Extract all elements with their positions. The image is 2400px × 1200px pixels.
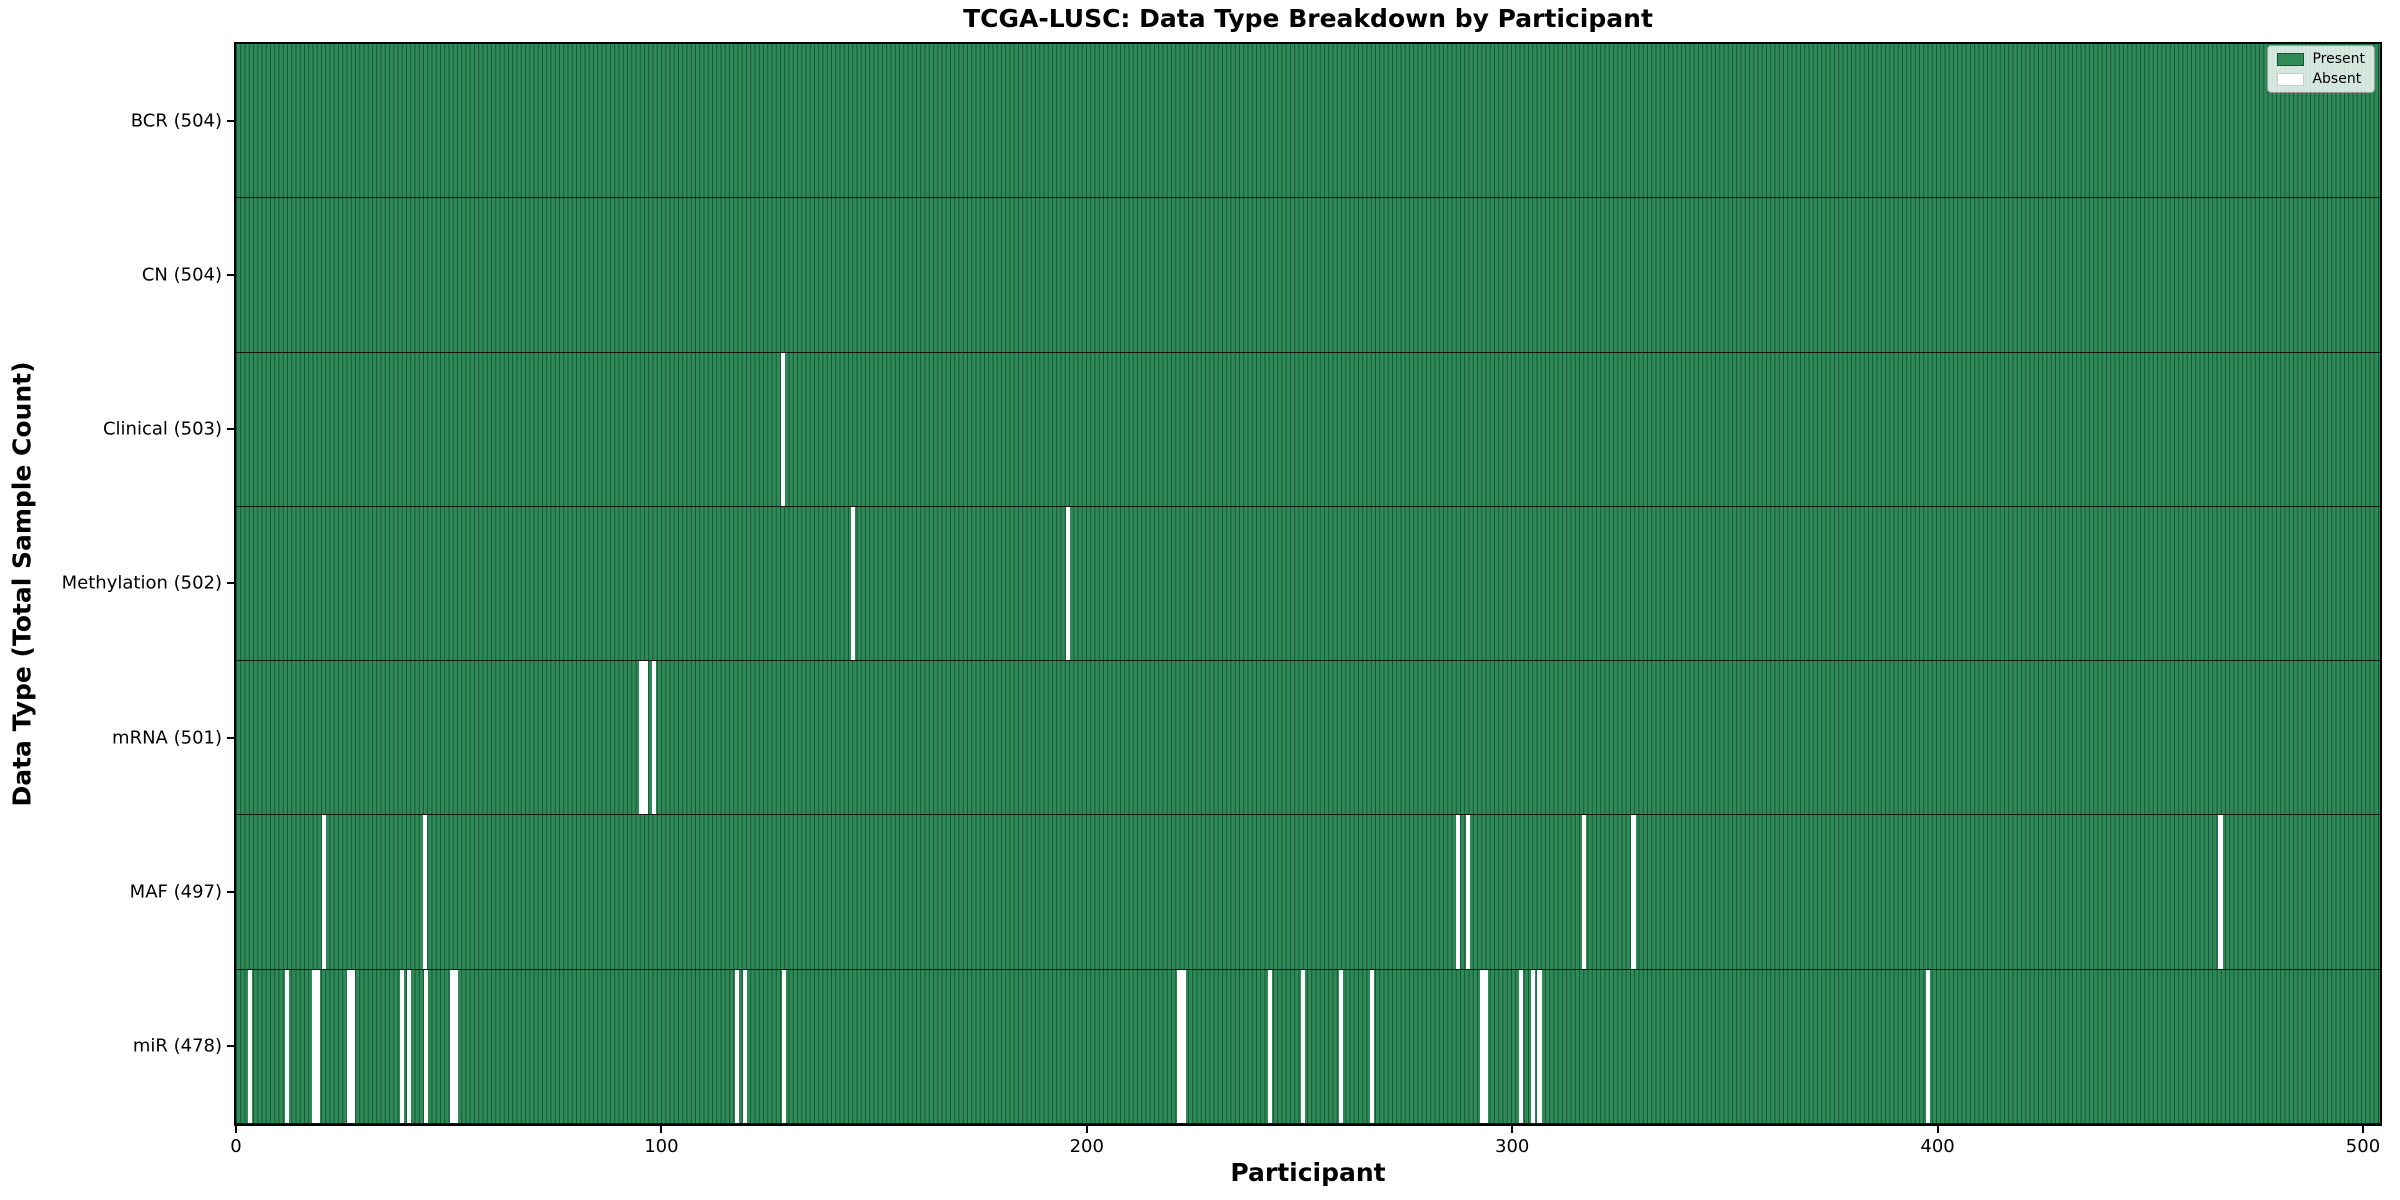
absent-gap	[284, 969, 290, 1123]
y-tick-label: Methylation (502)	[61, 572, 222, 594]
absent-gap	[422, 815, 427, 969]
x-tick-mark	[235, 1126, 237, 1133]
absent-gap	[399, 969, 405, 1123]
absent-gap	[311, 969, 321, 1123]
x-axis-title: Participant	[1230, 1158, 1386, 1187]
absent-gap	[1479, 969, 1489, 1123]
absent-gap	[652, 661, 657, 815]
absent-gap	[406, 969, 411, 1123]
x-tick-label: 200	[1069, 1136, 1104, 1157]
absent-gap	[780, 352, 785, 506]
absent-gap	[1465, 815, 1471, 969]
absent-gap	[1530, 969, 1536, 1123]
x-tick-label: 300	[1495, 1136, 1530, 1157]
y-tick-mark	[227, 736, 234, 739]
y-tick-label: MAF (497)	[129, 881, 222, 903]
y-tick-mark	[227, 273, 234, 276]
absent-gap	[1926, 969, 1931, 1123]
row-bcr: BCR (504)	[131, 44, 2380, 199]
row-mrna: mRNA (501)	[112, 661, 2380, 816]
absent-gap	[1455, 815, 1460, 969]
x-tick-mark	[1511, 1126, 1514, 1133]
x-tick-mark	[2361, 1126, 2364, 1133]
legend-swatch-present	[2277, 52, 2305, 66]
y-tick-mark	[227, 891, 234, 894]
absent-gap	[1301, 969, 1306, 1123]
y-tick-label: mRNA (501)	[112, 727, 222, 749]
legend-label: Absent	[2312, 71, 2362, 87]
absent-gap	[743, 969, 748, 1123]
absent-gap	[1339, 969, 1344, 1123]
absent-gap	[639, 661, 648, 815]
y-tick-label: miR (478)	[132, 1035, 222, 1057]
legend-label: Present	[2312, 51, 2365, 67]
absent-gap	[850, 506, 855, 661]
x-tick-label: 100	[644, 1136, 679, 1157]
absent-gap	[1369, 969, 1374, 1123]
x-tick-mark	[1936, 1126, 1939, 1133]
y-tick-label: BCR (504)	[130, 110, 222, 132]
y-tick-mark	[227, 1045, 234, 1048]
absent-gap	[1065, 506, 1070, 661]
x-tick-label: 400	[1920, 1136, 1955, 1157]
row-clinical: Clinical (503)	[103, 352, 2380, 507]
row-cn: CN (504)	[142, 198, 2380, 353]
absent-gap	[424, 969, 429, 1123]
absent-gap	[346, 969, 356, 1123]
absent-gap	[1267, 969, 1272, 1123]
absent-gap	[734, 969, 740, 1123]
y-tick-label: Clinical (503)	[102, 418, 222, 440]
absent-gap	[449, 969, 459, 1123]
absent-gap	[321, 815, 327, 969]
chart-title: TCGA-LUSC: Data Type Breakdown by Partic…	[963, 4, 1653, 33]
row-methylation: Methylation (502)	[62, 506, 2380, 662]
y-tick-mark	[227, 582, 234, 585]
y-tick-mark	[227, 428, 234, 431]
absent-gap	[2218, 815, 2223, 969]
absent-gap	[1537, 969, 1542, 1123]
absent-gap	[247, 969, 253, 1123]
absent-gap	[1518, 969, 1523, 1123]
absent-gap	[1631, 815, 1636, 969]
legend: Present Absent	[2267, 45, 2375, 93]
legend-item-present: Present	[2277, 51, 2365, 67]
row-maf: MAF (497)	[130, 815, 2380, 970]
x-tick-label: 500	[2345, 1136, 2381, 1157]
x-tick-label: 0	[230, 1136, 242, 1157]
absent-gap	[781, 969, 787, 1123]
plot-area: BCR (504) CN (504) Clinical (503) Methylati…	[62, 42, 2382, 1157]
x-tick-mark	[660, 1126, 663, 1133]
x-tick-mark	[1085, 1126, 1088, 1133]
y-tick-mark	[227, 119, 234, 122]
absent-gap	[1581, 815, 1586, 969]
y-axis-title: Data Type (Total Sample Count)	[7, 361, 37, 807]
legend-item-absent: Absent	[2277, 71, 2365, 87]
absent-gap	[1177, 969, 1186, 1123]
row-mir: miR (478)	[133, 969, 2380, 1124]
legend-swatch-absent	[2277, 72, 2305, 86]
y-tick-label: CN (504)	[141, 264, 222, 286]
